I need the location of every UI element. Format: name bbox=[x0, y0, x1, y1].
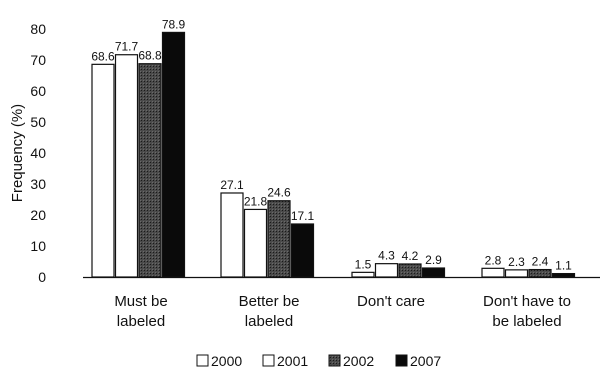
data-label: 78.9 bbox=[162, 17, 186, 31]
data-label: 24.6 bbox=[267, 186, 291, 200]
bar-2000 bbox=[91, 63, 115, 278]
data-label: 1.1 bbox=[555, 259, 572, 273]
y-tick-label: 30 bbox=[30, 176, 46, 192]
bar-2007 bbox=[161, 31, 186, 278]
y-tick-label: 0 bbox=[38, 269, 46, 285]
data-label: 27.1 bbox=[220, 178, 244, 192]
data-label: 68.8 bbox=[138, 49, 162, 63]
bars-group: 68.671.768.8 78.9 27.121.824.617.1 1.5 4.3 4.… bbox=[91, 17, 576, 278]
bar-2001 bbox=[374, 263, 399, 278]
legend-swatch-2000 bbox=[196, 354, 209, 367]
data-label: 71.7 bbox=[115, 40, 139, 54]
legend-swatch-2001 bbox=[262, 354, 275, 367]
data-label: 1.5 bbox=[355, 257, 372, 271]
y-tick-label: 60 bbox=[30, 83, 46, 99]
bar-2001 bbox=[114, 54, 139, 278]
y-tick-label: 40 bbox=[30, 145, 46, 161]
bar-2000 bbox=[481, 267, 505, 278]
legend-label: 2002 bbox=[343, 353, 374, 369]
data-label: 2.3 bbox=[508, 255, 525, 269]
bar-2001 bbox=[504, 269, 529, 278]
bar-2002 bbox=[267, 200, 291, 278]
legend-swatch-2007 bbox=[395, 354, 408, 367]
y-tick-label: 50 bbox=[30, 114, 46, 130]
bar-2007 bbox=[551, 272, 576, 278]
category-label: Don't care bbox=[357, 293, 425, 310]
y-tick-label: 80 bbox=[30, 21, 46, 37]
bar-2001 bbox=[243, 208, 268, 278]
category-label: Don't have to bbox=[483, 293, 571, 310]
legend-label: 2000 bbox=[211, 353, 242, 369]
bar-2002 bbox=[138, 63, 162, 278]
data-label: 2.4 bbox=[532, 255, 549, 269]
data-label: 68.6 bbox=[91, 49, 115, 63]
y-axis: 0 10 20 30 40 50 60 70 80 bbox=[30, 21, 46, 285]
bar-2007 bbox=[421, 267, 446, 278]
bar-2007 bbox=[290, 223, 315, 278]
bar-2000 bbox=[220, 192, 244, 278]
data-label: 17.1 bbox=[291, 209, 315, 223]
legend-swatch-2002 bbox=[328, 354, 341, 367]
category-label: labeled bbox=[245, 313, 293, 330]
data-label: 4.3 bbox=[378, 249, 395, 263]
x-axis: Must be labeled Better be labeled Don't care… bbox=[83, 276, 600, 330]
legend-label: 2001 bbox=[277, 353, 308, 369]
data-label: 4.2 bbox=[402, 249, 419, 263]
category-label: Better be bbox=[239, 293, 300, 310]
y-tick-label: 10 bbox=[30, 238, 46, 254]
data-label: 21.8 bbox=[244, 194, 268, 208]
data-label: 2.9 bbox=[425, 253, 442, 267]
legend: 2000 2001 2002 2007 bbox=[196, 353, 441, 369]
bar-2000 bbox=[351, 271, 375, 278]
y-axis-title: Frequency (%) bbox=[9, 104, 26, 202]
data-label: 2.8 bbox=[485, 253, 502, 267]
category-label: be labeled bbox=[492, 313, 561, 330]
legend-label: 2007 bbox=[410, 353, 441, 369]
y-tick-label: 20 bbox=[30, 207, 46, 223]
bar-2002 bbox=[528, 268, 552, 278]
y-tick-label: 70 bbox=[30, 52, 46, 68]
bar-2002 bbox=[398, 263, 422, 278]
category-label: Must be bbox=[114, 293, 167, 310]
category-label: labeled bbox=[117, 313, 165, 330]
